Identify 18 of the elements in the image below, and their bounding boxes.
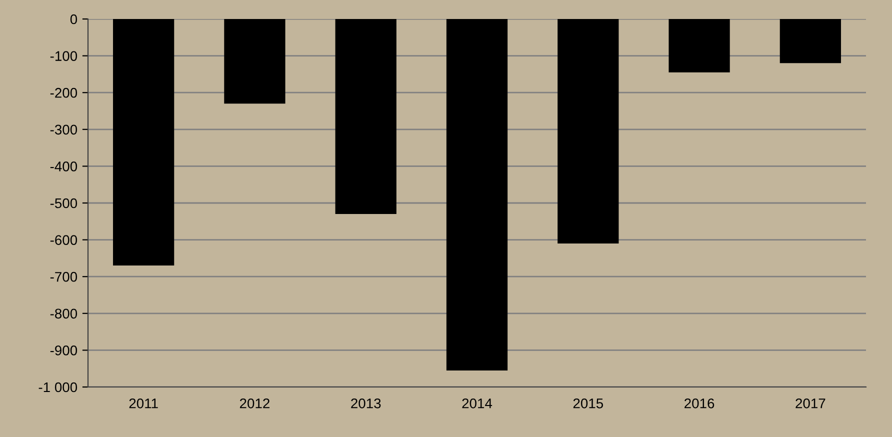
y-tick-label: -700	[50, 272, 78, 282]
y-tick-label: -100	[50, 51, 78, 61]
y-tick-label: -200	[50, 88, 78, 98]
y-tick-label: -900	[50, 346, 78, 356]
y-tick-label: -400	[50, 162, 78, 172]
y-tick-label: -1 000	[38, 382, 78, 392]
x-tick-label: 2016	[684, 398, 714, 408]
x-tick-label: 2013	[351, 398, 381, 408]
x-tick-label: 2015	[573, 398, 604, 408]
y-tick-label: -600	[50, 235, 78, 245]
x-tick-label: 2017	[796, 398, 826, 408]
y-tick-label: -500	[50, 198, 78, 208]
x-tick-label: 2012	[240, 398, 270, 408]
y-tick-label: 0	[70, 14, 78, 24]
y-tick-label: -300	[50, 124, 78, 135]
x-tick-label: 2014	[462, 398, 492, 408]
x-tick-label: 2011	[129, 398, 158, 408]
y-tick-label: -800	[50, 308, 78, 319]
